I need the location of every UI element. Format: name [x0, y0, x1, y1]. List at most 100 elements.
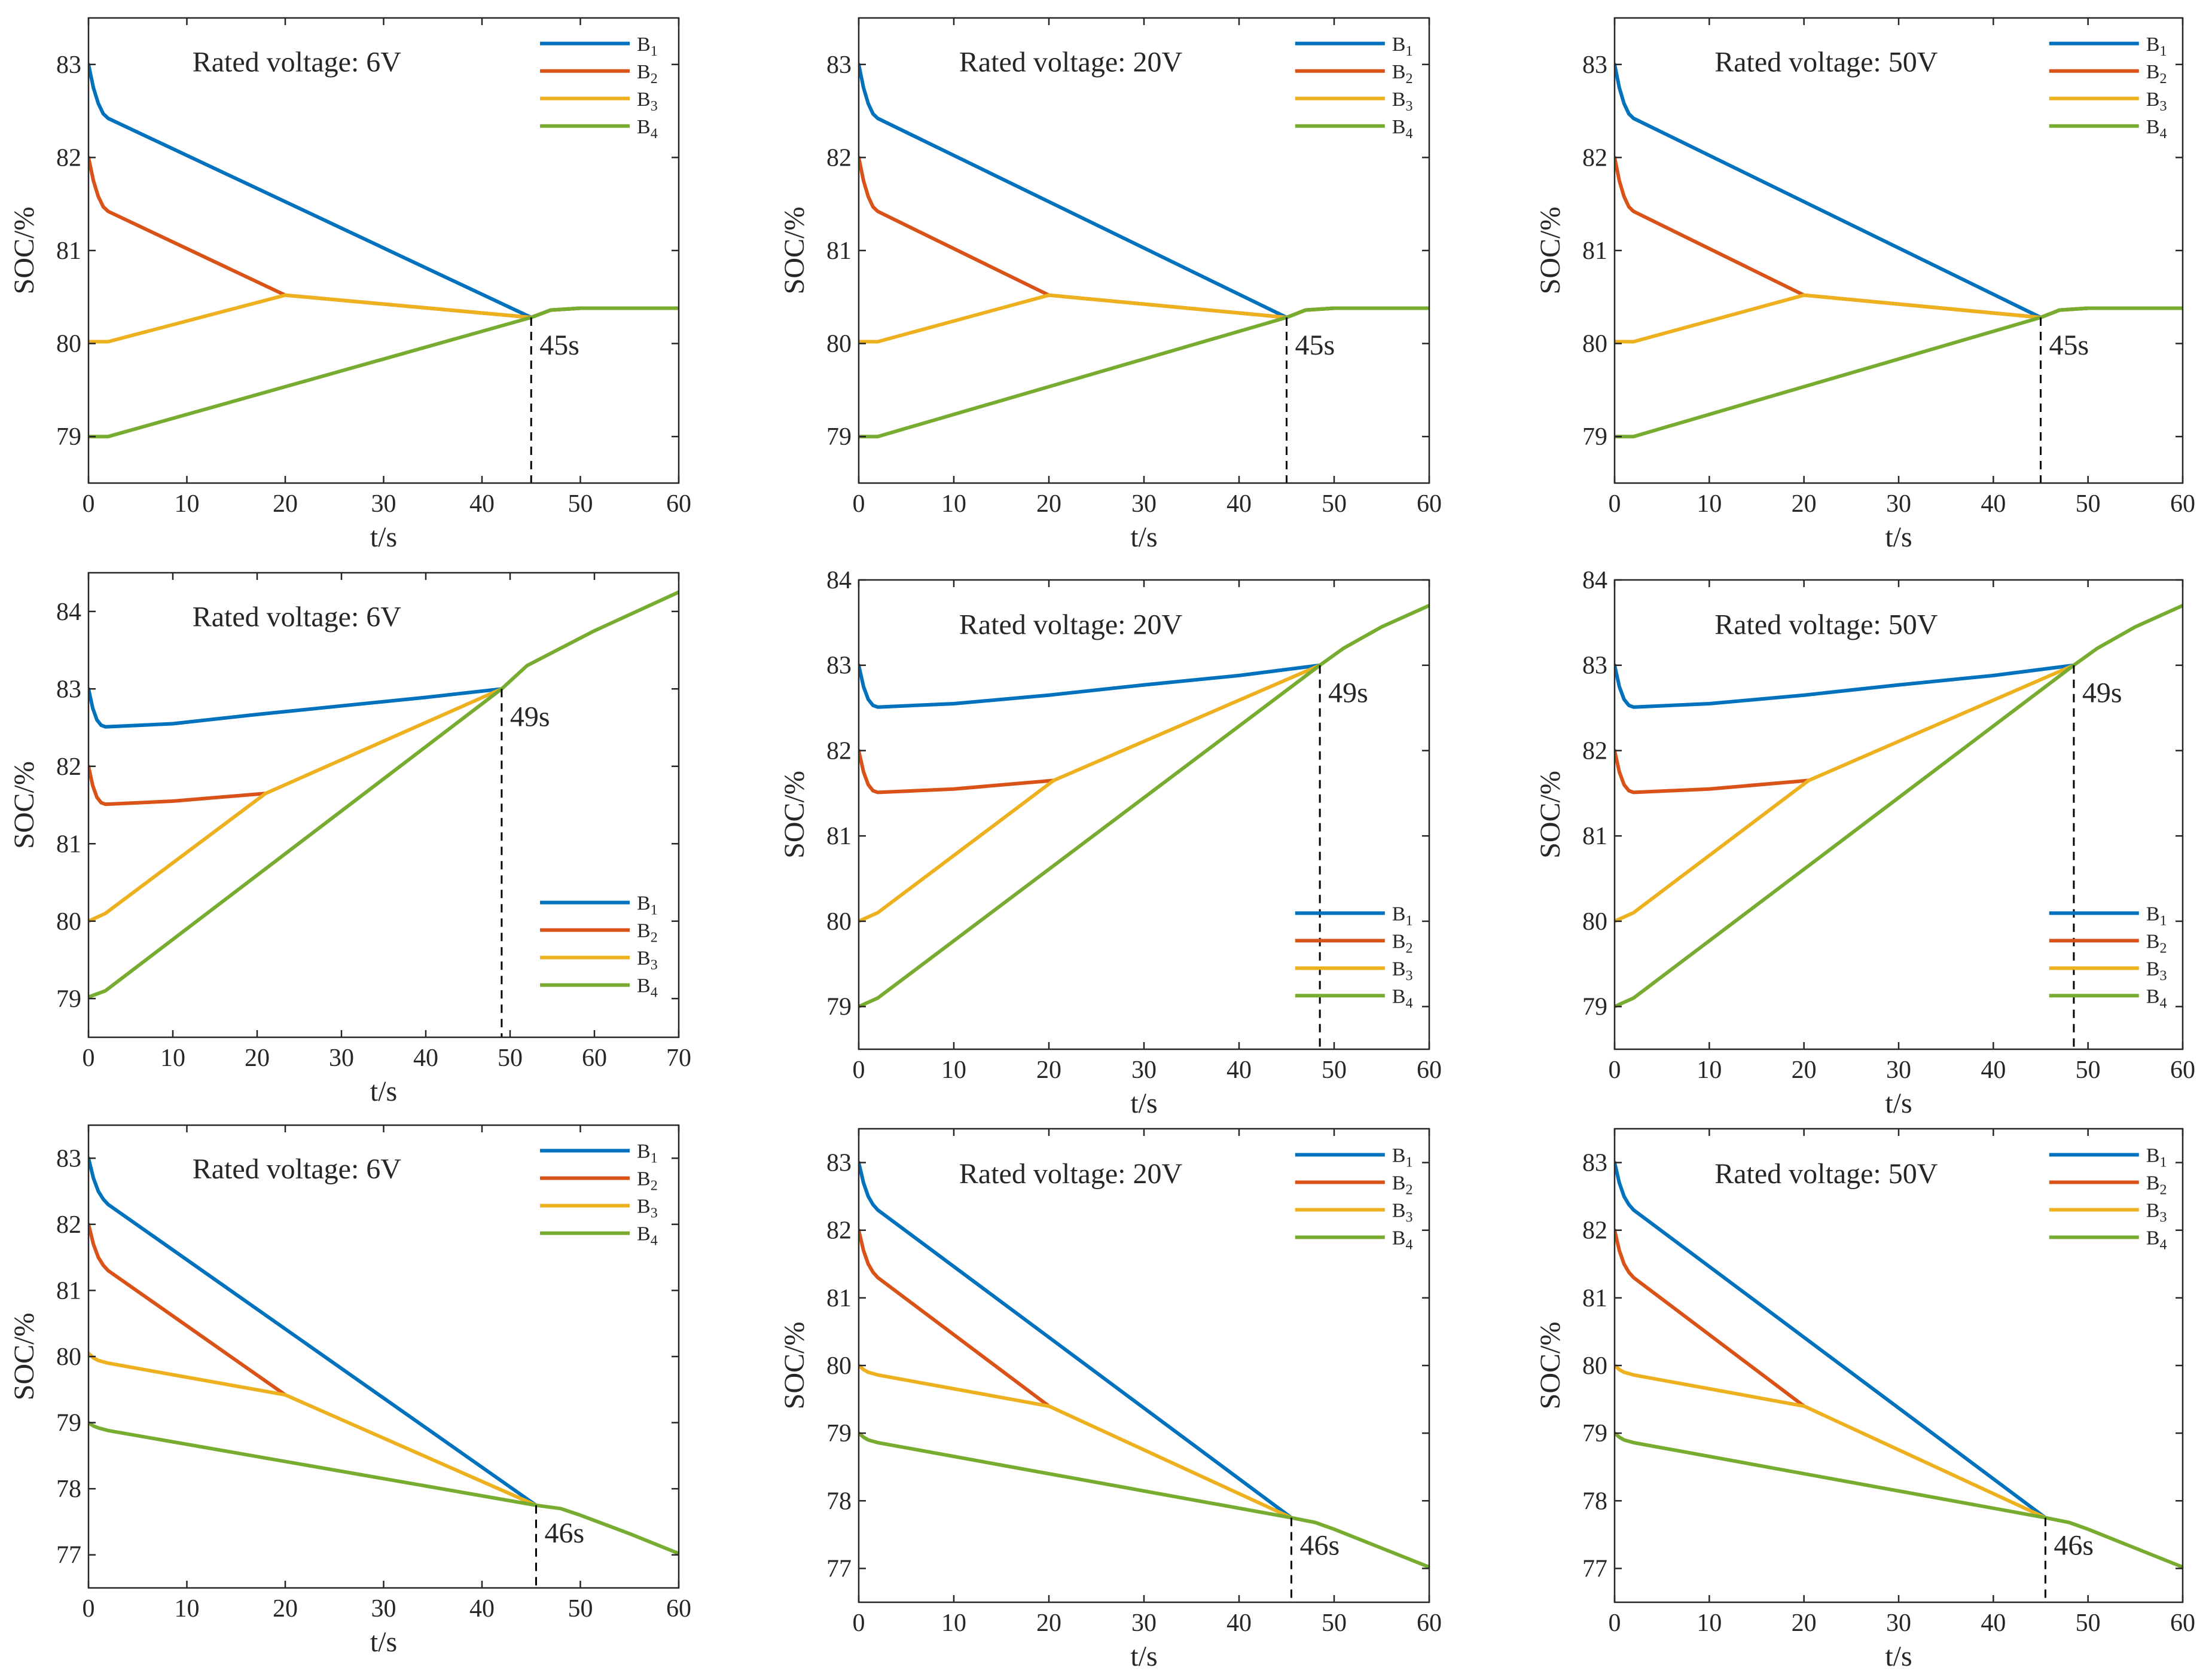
series-line-b1: [1615, 1160, 2048, 1520]
x-tick-label: 60: [666, 490, 691, 518]
x-tick-label: 0: [1609, 1056, 1621, 1084]
y-tick-label: 84: [56, 598, 81, 626]
rated-voltage-annotation: Rated voltage: 50V: [1714, 1158, 1938, 1190]
series-line-b1: [859, 62, 1429, 319]
legend-label-subscript: 4: [1405, 995, 1412, 1011]
series-line-b3: [859, 293, 1429, 344]
x-tick-label: 30: [371, 1595, 396, 1623]
plot-frame: [87, 17, 680, 484]
x-tick-label: 50: [1322, 1609, 1347, 1637]
legend-label-b2: B2: [1392, 61, 1413, 87]
series-line-b3: [1615, 663, 2076, 923]
x-tick-label: 10: [1697, 1056, 1722, 1084]
legend-label-letter: B: [637, 33, 651, 56]
x-tick-label: 40: [1226, 1056, 1252, 1084]
y-tick-label: 79: [826, 994, 852, 1021]
y-tick-label: 81: [56, 237, 81, 265]
x-tick-label: 50: [568, 1595, 593, 1623]
legend-label-b1: B1: [637, 33, 658, 59]
x-tick-label: 40: [1226, 490, 1252, 518]
x-tick-label: 60: [2170, 490, 2195, 518]
y-tick-label: 80: [826, 908, 852, 936]
legend-label-b3: B3: [1392, 958, 1413, 983]
legend-label-letter: B: [2146, 930, 2160, 952]
y-axis-label: SOC/%: [1534, 1322, 1566, 1410]
y-axis-label: SOC/%: [8, 1313, 40, 1401]
x-tick-label: 50: [2076, 490, 2101, 518]
legend-label-letter: B: [637, 61, 651, 83]
y-tick-label: 84: [1582, 567, 1607, 594]
x-tick-label: 60: [582, 1044, 607, 1072]
series-line-b2: [1615, 155, 2183, 319]
plot-frame: [87, 572, 680, 1038]
legend-label-subscript: 3: [2159, 99, 2167, 114]
y-tick-label: 79: [1582, 423, 1607, 451]
x-tick-label: 20: [1036, 1609, 1061, 1637]
series-line-b3: [1615, 293, 2183, 344]
x-tick-label: 40: [469, 1595, 495, 1623]
x-tick-label: 60: [1417, 1609, 1442, 1637]
legend-label-b3: B3: [637, 948, 658, 973]
y-tick-label: 78: [56, 1476, 81, 1503]
series-line-b1: [1615, 663, 2076, 709]
y-tick-label: 80: [56, 908, 81, 936]
legend-label-letter: B: [1392, 958, 1406, 980]
legend-label-b3: B3: [1392, 1200, 1413, 1226]
legend-label-b2: B2: [2146, 61, 2167, 87]
legend-label-subscript: 1: [2159, 44, 2167, 59]
x-tick-label: 0: [853, 490, 865, 518]
plot-frame: [1613, 17, 2184, 484]
convergence-time-label: 46s: [1299, 1530, 1340, 1562]
y-tick-label: 79: [826, 423, 852, 451]
legend-label-subscript: 4: [2159, 126, 2167, 142]
x-tick-label: 10: [941, 1609, 966, 1637]
legend-label-b1: B1: [1392, 903, 1413, 928]
legend-label-b1: B1: [1392, 33, 1413, 59]
series-line-b1: [89, 62, 679, 319]
y-tick-label: 81: [56, 1277, 81, 1305]
legend-label-b1: B1: [1392, 1145, 1413, 1171]
legend-label-letter: B: [1392, 116, 1406, 138]
x-tick-label: 20: [273, 1595, 298, 1623]
chart-panel-5: 49s 0 10 20 30 40 50 60 79 80 81 82 83 84 t/s SOC/% Rate…: [779, 567, 1442, 1119]
y-axis-label: SOC/%: [1534, 207, 1566, 295]
convergence-time-label: 49s: [2082, 677, 2122, 709]
y-tick-label: 79: [56, 985, 81, 1013]
legend-label-subscript: 2: [2159, 1183, 2167, 1198]
legend-label-letter: B: [1392, 985, 1406, 1007]
chart-panel-4: 49s 0 10 20 30 40 50 60 70 79 80 81 82 83 84 t/s SOC/% Ra…: [8, 572, 691, 1107]
y-tick-label: 82: [56, 753, 81, 781]
legend-label-letter: B: [637, 948, 651, 970]
legend-label-b3: B3: [637, 88, 658, 114]
y-tick-label: 82: [56, 1211, 81, 1239]
x-tick-label: 60: [1417, 490, 1442, 518]
chart-panel-9: 46s 0 10 20 30 40 50 60 77 78 79 80 81 82 83 t/s SOC/% Ra…: [1534, 1128, 2195, 1672]
legend-label-subscript: 1: [1405, 44, 1412, 59]
series-line-b2: [89, 1222, 287, 1397]
rated-voltage-annotation: Rated voltage: 6V: [193, 1153, 402, 1185]
legend-label-b2: B2: [637, 1168, 658, 1194]
legend-label-letter: B: [637, 975, 651, 997]
legend-label-subscript: 1: [2159, 1155, 2167, 1171]
legend-label-b3: B3: [2146, 958, 2167, 983]
chart-panel-3: 45s 0 10 20 30 40 50 60 79 80 81 82 83 t/s SOC/% Rated …: [1534, 17, 2195, 553]
y-tick-label: 83: [826, 652, 852, 680]
x-tick-label: 40: [1981, 490, 2006, 518]
legend-label-letter: B: [1392, 1200, 1406, 1222]
series-line-b4: [859, 603, 1429, 1009]
legend-label-subscript: 4: [651, 985, 658, 1001]
y-tick-label: 80: [56, 331, 81, 358]
y-tick-label: 81: [1582, 1285, 1607, 1312]
plot-frame: [858, 17, 1430, 484]
legend-label-subscript: 3: [1405, 968, 1412, 983]
legend-label-subscript: 2: [651, 930, 658, 946]
x-tick-label: 20: [1036, 490, 1061, 518]
y-tick-label: 78: [1582, 1487, 1607, 1515]
y-tick-label: 81: [56, 830, 81, 858]
x-axis-label: t/s: [370, 1076, 397, 1107]
x-tick-label: 40: [1981, 1609, 2006, 1637]
legend-label-subscript: 1: [651, 1151, 658, 1166]
legend-label-b2: B2: [637, 920, 658, 946]
convergence-time-label: 49s: [510, 701, 550, 732]
